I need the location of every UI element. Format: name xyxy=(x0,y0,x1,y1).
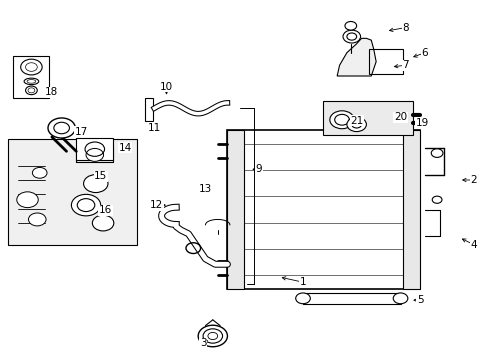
Circle shape xyxy=(431,196,441,203)
Ellipse shape xyxy=(27,80,36,83)
Circle shape xyxy=(392,293,407,304)
Circle shape xyxy=(71,194,101,216)
Circle shape xyxy=(198,325,227,347)
Polygon shape xyxy=(336,39,375,76)
Text: 3: 3 xyxy=(199,338,206,348)
Bar xyxy=(322,101,412,135)
Text: 10: 10 xyxy=(160,82,173,92)
Circle shape xyxy=(20,59,42,75)
Circle shape xyxy=(342,30,360,43)
Text: 1: 1 xyxy=(299,277,305,287)
Bar xyxy=(13,56,49,98)
Bar xyxy=(402,130,419,289)
Text: 7: 7 xyxy=(401,60,408,70)
Text: 4: 4 xyxy=(469,239,476,249)
Text: 5: 5 xyxy=(416,295,423,305)
Text: 15: 15 xyxy=(94,171,107,181)
Bar xyxy=(227,130,244,289)
Circle shape xyxy=(17,192,38,208)
Circle shape xyxy=(346,33,356,40)
Bar xyxy=(76,138,113,160)
Circle shape xyxy=(351,121,361,128)
Text: 21: 21 xyxy=(349,116,363,126)
Circle shape xyxy=(83,175,108,193)
Circle shape xyxy=(92,215,114,231)
Text: 11: 11 xyxy=(147,123,161,133)
Text: 18: 18 xyxy=(45,87,59,97)
Circle shape xyxy=(25,86,37,95)
Circle shape xyxy=(346,117,366,132)
Circle shape xyxy=(295,293,310,304)
Text: 8: 8 xyxy=(401,23,408,33)
Circle shape xyxy=(28,213,46,226)
Bar xyxy=(144,98,153,121)
Text: 20: 20 xyxy=(393,112,407,122)
Bar xyxy=(227,130,419,289)
Text: 9: 9 xyxy=(255,164,262,174)
Circle shape xyxy=(32,167,47,178)
Text: 16: 16 xyxy=(99,206,112,216)
Bar xyxy=(8,139,137,244)
Circle shape xyxy=(203,329,222,343)
Circle shape xyxy=(86,148,103,161)
Text: 12: 12 xyxy=(150,200,163,210)
Text: 17: 17 xyxy=(74,127,87,136)
Ellipse shape xyxy=(24,78,39,85)
Text: 6: 6 xyxy=(421,48,427,58)
Text: 14: 14 xyxy=(118,143,131,153)
Circle shape xyxy=(430,149,442,157)
Circle shape xyxy=(207,332,217,339)
Bar xyxy=(303,293,400,304)
Circle shape xyxy=(334,114,348,125)
Text: 19: 19 xyxy=(415,118,428,128)
Circle shape xyxy=(48,118,75,138)
Circle shape xyxy=(344,22,356,30)
Text: 13: 13 xyxy=(199,184,212,194)
Circle shape xyxy=(329,111,353,129)
Text: 2: 2 xyxy=(469,175,476,185)
Bar xyxy=(368,49,402,74)
